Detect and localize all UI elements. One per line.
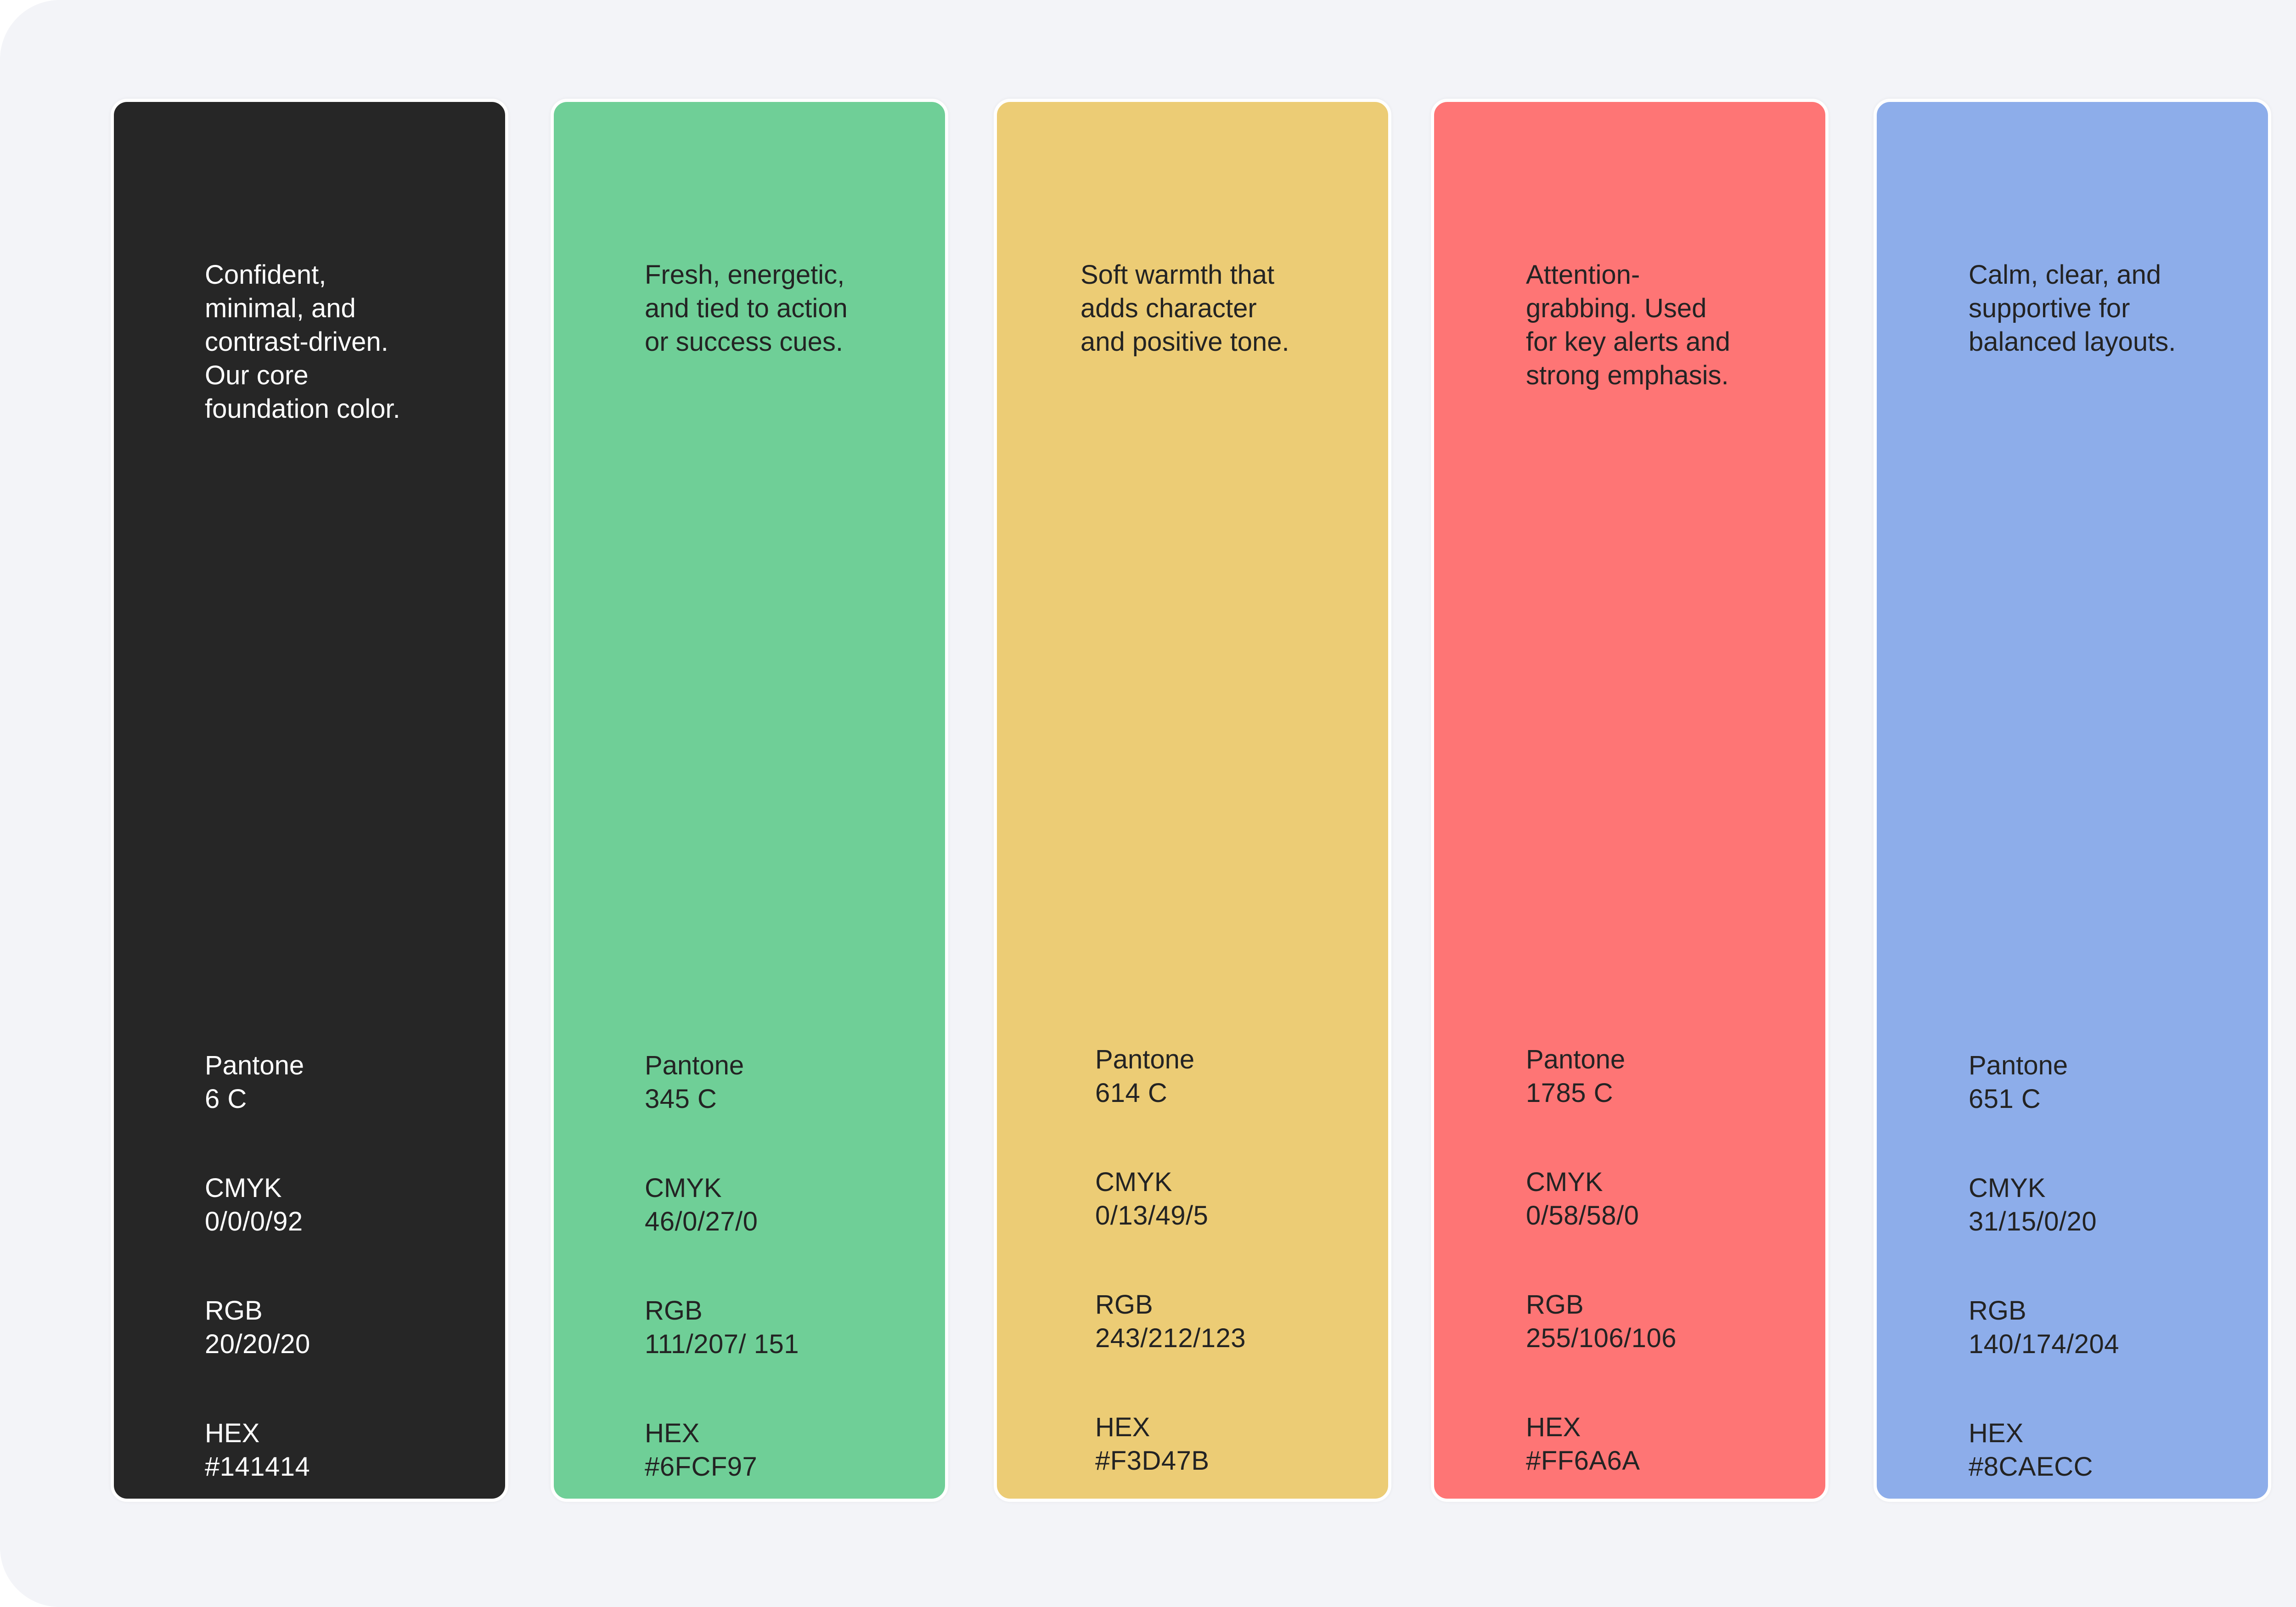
spec-label: Pantone [645, 1051, 744, 1080]
spec-cmyk: CMYK 0/58/58/0 [1526, 1165, 1677, 1288]
spec-cmyk: CMYK 31/15/0/20 [1969, 1171, 2119, 1294]
spec-label: RGB [1969, 1296, 2026, 1326]
spec-pantone: Pantone 1785 C [1526, 1043, 1677, 1165]
swatch-specs: Pantone 6 C CMYK 0/0/0/92 RGB 20/20/20 HEX #141… [205, 1049, 310, 1539]
spec-value: 0/58/58/0 [1526, 1201, 1639, 1231]
swatch-card-blue: Calm, clear, and supportive for balanced… [1874, 99, 2271, 1502]
spec-cmyk: CMYK 46/0/27/0 [645, 1171, 799, 1294]
spec-value: 243/212/123 [1095, 1323, 1246, 1353]
spec-hex: HEX #FF6A6A [1526, 1410, 1677, 1533]
spec-hex: HEX #6FCF97 [645, 1416, 799, 1539]
spec-value: #141414 [205, 1452, 310, 1482]
spec-rgb: RGB 255/106/106 [1526, 1288, 1677, 1410]
spec-label: RGB [205, 1296, 263, 1326]
spec-value: 31/15/0/20 [1969, 1207, 2097, 1236]
spec-label: Pantone [1095, 1045, 1195, 1074]
spec-rgb: RGB 111/207/ 151 [645, 1294, 799, 1416]
spec-label: Pantone [205, 1051, 304, 1080]
spec-rgb: RGB 140/174/204 [1969, 1294, 2119, 1416]
spec-pantone: Pantone 345 C [645, 1049, 799, 1171]
spec-hex: HEX #F3D47B [1095, 1410, 1246, 1533]
spec-value: 0/0/0/92 [205, 1207, 303, 1236]
spec-value: 111/207/ 151 [645, 1329, 799, 1359]
swatch-card-green: Fresh, energetic, and tied to action or … [551, 99, 948, 1502]
swatch-specs: Pantone 651 C CMYK 31/15/0/20 RGB 140/174/204… [1969, 1049, 2119, 1539]
spec-label: HEX [1095, 1412, 1150, 1442]
spec-cmyk: CMYK 0/0/0/92 [205, 1171, 310, 1294]
swatch-description: Attention- grabbing. Used for key alerts… [1526, 260, 1730, 390]
spec-rgb: RGB 243/212/123 [1095, 1288, 1246, 1410]
spec-rgb: RGB 20/20/20 [205, 1294, 310, 1416]
spec-label: Pantone [1969, 1051, 2068, 1080]
spec-value: #F3D47B [1095, 1446, 1210, 1476]
swatch-specs: Pantone 345 C CMYK 46/0/27/0 RGB 111/207/ 151… [645, 1049, 799, 1539]
spec-label: Pantone [1526, 1045, 1626, 1074]
spec-label: CMYK [1969, 1173, 2046, 1203]
spec-label: HEX [1969, 1418, 2024, 1448]
swatch-card-yellow: Soft warmth that adds character and posi… [994, 99, 1391, 1502]
spec-value: #6FCF97 [645, 1452, 758, 1482]
spec-label: RGB [1095, 1290, 1153, 1320]
spec-label: RGB [1526, 1290, 1584, 1320]
spec-label: CMYK [1526, 1167, 1603, 1197]
spec-value: #8CAECC [1969, 1452, 2093, 1482]
spec-pantone: Pantone 614 C [1095, 1043, 1246, 1165]
spec-value: 1785 C [1526, 1078, 1614, 1108]
spec-label: CMYK [1095, 1167, 1172, 1197]
spec-label: CMYK [205, 1173, 282, 1203]
swatch-description: Confident, minimal, and contrast-driven.… [205, 260, 400, 424]
spec-cmyk: CMYK 0/13/49/5 [1095, 1165, 1246, 1288]
swatch-card-black: Confident, minimal, and contrast-driven.… [111, 99, 508, 1502]
spec-label: RGB [645, 1296, 703, 1326]
swatch-description: Fresh, energetic, and tied to action or … [645, 260, 848, 357]
spec-pantone: Pantone 6 C [205, 1049, 310, 1171]
spec-pantone: Pantone 651 C [1969, 1049, 2119, 1171]
spec-label: HEX [205, 1418, 260, 1448]
swatch-specs: Pantone 1785 C CMYK 0/58/58/0 RGB 255/106/106… [1526, 1043, 1677, 1533]
spec-hex: HEX #8CAECC [1969, 1416, 2119, 1539]
spec-value: 6 C [205, 1084, 247, 1114]
swatch-card-red: Attention- grabbing. Used for key alerts… [1431, 99, 1829, 1502]
swatch-description: Soft warmth that adds character and posi… [1080, 260, 1289, 357]
spec-value: 255/106/106 [1526, 1323, 1677, 1353]
spec-value: #FF6A6A [1526, 1446, 1640, 1476]
spec-value: 20/20/20 [205, 1329, 310, 1359]
spec-value: 614 C [1095, 1078, 1168, 1108]
swatch-specs: Pantone 614 C CMYK 0/13/49/5 RGB 243/212/123 H… [1095, 1043, 1246, 1533]
spec-hex: HEX #141414 [205, 1416, 310, 1539]
spec-label: HEX [1526, 1412, 1581, 1442]
spec-value: 46/0/27/0 [645, 1207, 758, 1236]
spec-value: 140/174/204 [1969, 1329, 2120, 1359]
spec-value: 0/13/49/5 [1095, 1201, 1209, 1231]
swatch-description: Calm, clear, and supportive for balanced… [1969, 260, 2176, 357]
spec-label: HEX [645, 1418, 700, 1448]
spec-label: CMYK [645, 1173, 722, 1203]
spec-value: 651 C [1969, 1084, 2041, 1114]
spec-value: 345 C [645, 1084, 717, 1114]
